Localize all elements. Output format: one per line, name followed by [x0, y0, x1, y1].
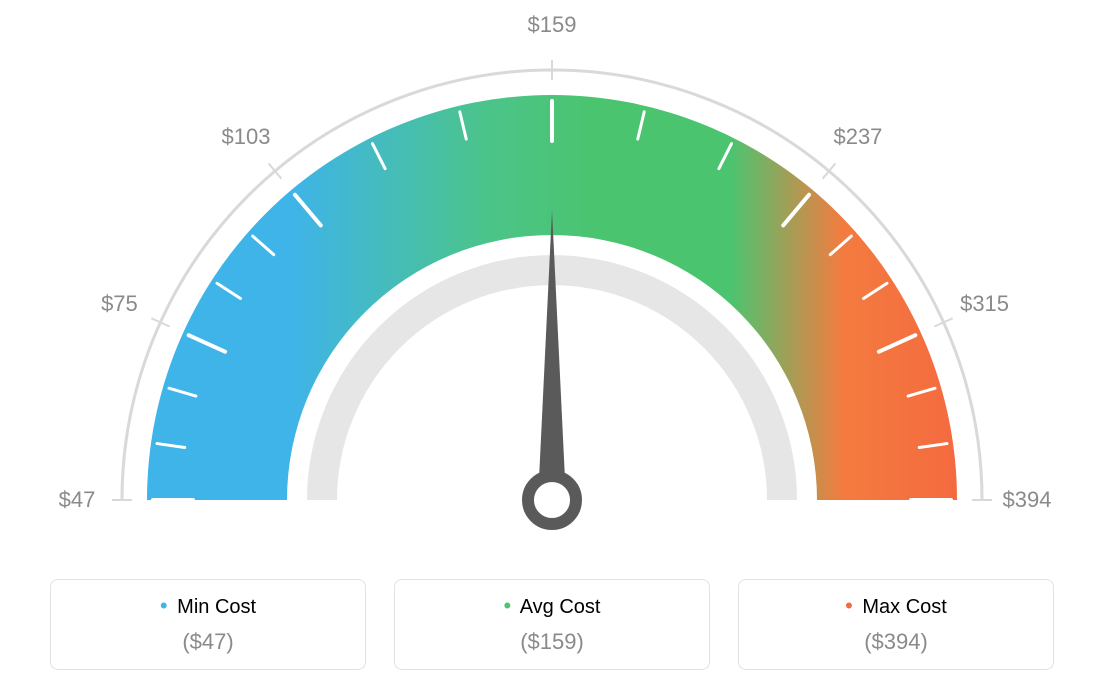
- dot-icon: •: [504, 595, 512, 617]
- legend-avg-title: • Avg Cost: [407, 596, 697, 619]
- legend-max-box: • Max Cost ($394): [738, 579, 1054, 670]
- scale-label: $315: [960, 291, 1009, 317]
- legend-avg-box: • Avg Cost ($159): [394, 579, 710, 670]
- legend-min-label: Min Cost: [177, 596, 256, 618]
- legend-avg-label: Avg Cost: [520, 596, 601, 618]
- cost-gauge-chart: $47 $75 $103 $159 $237 $315 $394 • Min Cost ($…: [0, 0, 1104, 690]
- scale-label: $75: [101, 291, 138, 317]
- scale-label: $47: [59, 487, 96, 513]
- legend-min-box: • Min Cost ($47): [50, 579, 366, 670]
- legend-min-value: ($47): [63, 629, 353, 655]
- needle-hub: [528, 476, 576, 524]
- scale-label: $237: [833, 124, 882, 150]
- scale-label: $159: [528, 12, 577, 38]
- legend-row: • Min Cost ($47) • Avg Cost ($159) • Max…: [50, 579, 1054, 670]
- dot-icon: •: [845, 595, 853, 617]
- gauge-area: $47 $75 $103 $159 $237 $315 $394: [0, 0, 1104, 560]
- legend-min-title: • Min Cost: [63, 596, 353, 619]
- scale-label: $394: [1003, 487, 1052, 513]
- gauge-svg: [0, 0, 1104, 560]
- scale-label: $103: [222, 124, 271, 150]
- legend-max-title: • Max Cost: [751, 596, 1041, 619]
- dot-icon: •: [160, 595, 168, 617]
- legend-max-label: Max Cost: [862, 596, 946, 618]
- needle: [538, 210, 566, 500]
- legend-avg-value: ($159): [407, 629, 697, 655]
- legend-max-value: ($394): [751, 629, 1041, 655]
